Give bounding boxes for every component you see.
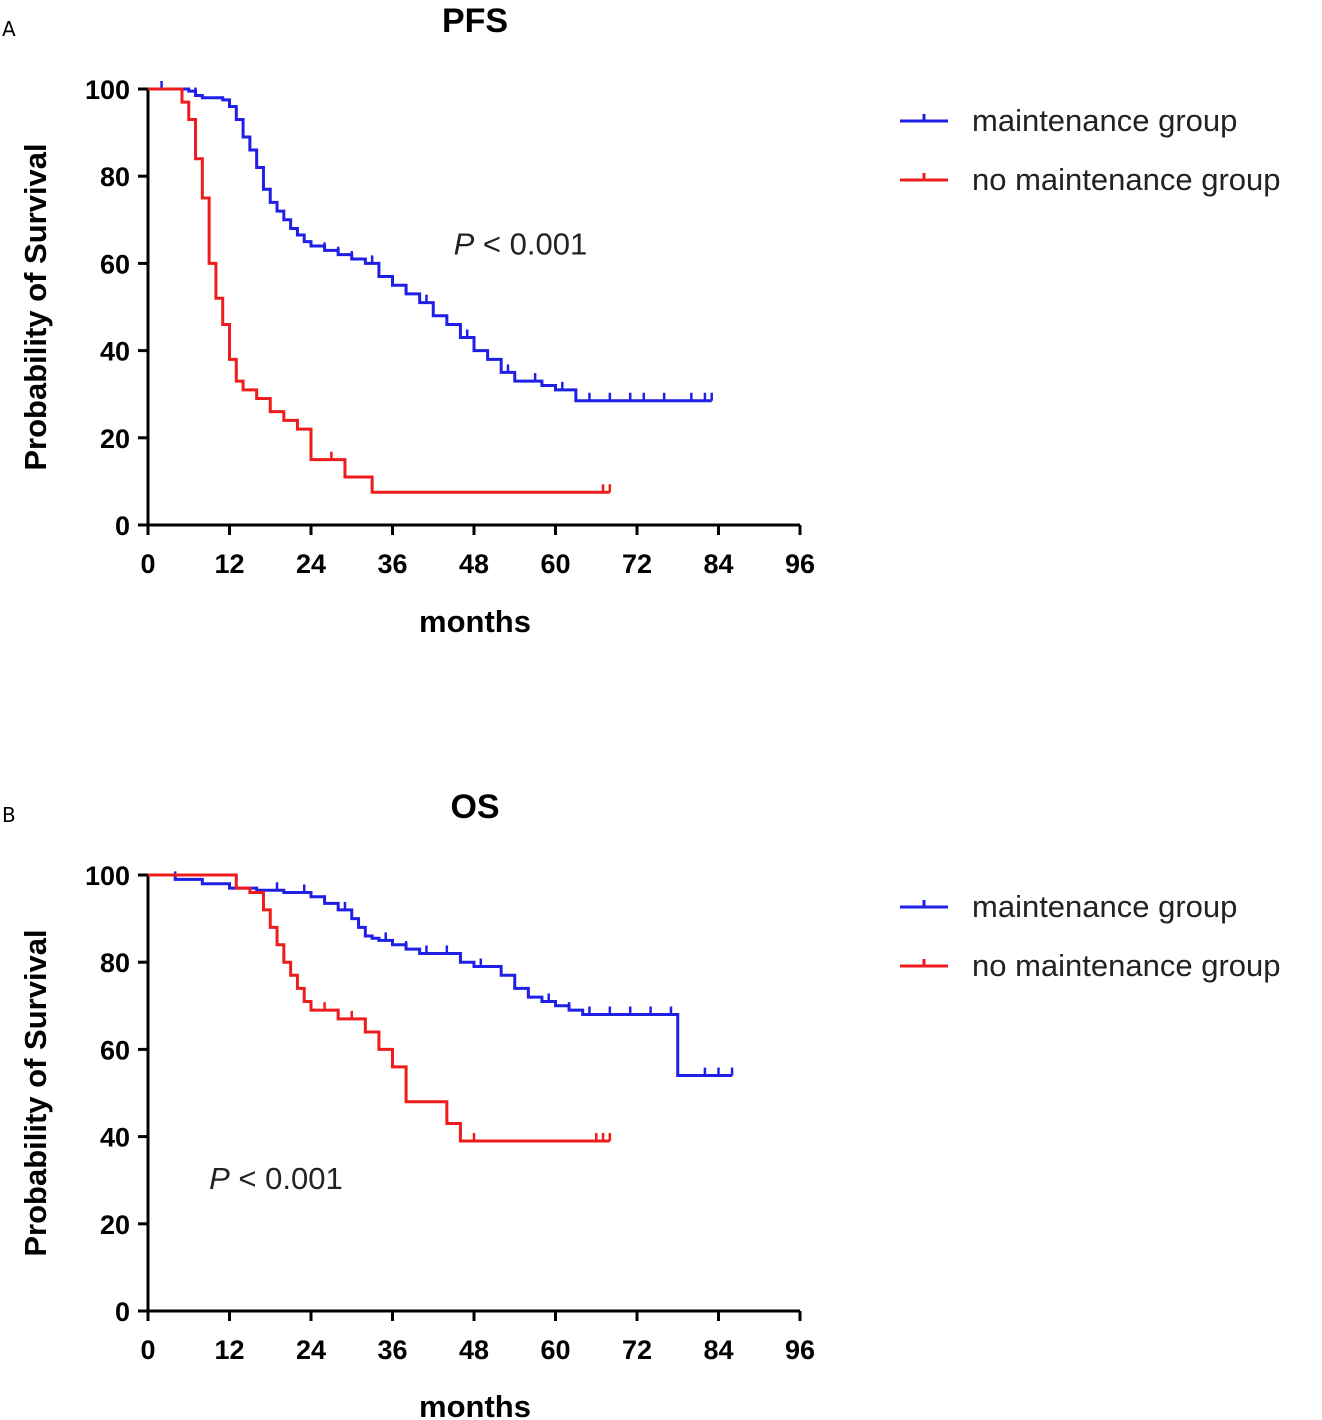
- y-tick-label: 20: [100, 1210, 130, 1240]
- p-value-annotation: P < 0.001: [209, 1161, 343, 1196]
- series-maintenance: [148, 871, 734, 1078]
- legend-label-no-maintenance: no maintenance group: [972, 948, 1281, 983]
- y-axis-label: Probability of Survival: [18, 143, 53, 470]
- x-tick-label: 36: [377, 1335, 407, 1365]
- y-tick-label: 0: [115, 1297, 130, 1327]
- x-tick-label: 84: [703, 549, 733, 579]
- x-tick-label: 72: [622, 549, 652, 579]
- x-tick-label: 60: [540, 1335, 570, 1365]
- x-tick-label: 0: [140, 549, 155, 579]
- p-value-symbol: P: [454, 227, 475, 262]
- legend-label-maintenance: maintenance group: [972, 103, 1237, 138]
- panel-letter: A: [2, 17, 16, 41]
- y-tick-label: 60: [100, 249, 130, 279]
- x-tick-label: 60: [540, 549, 570, 579]
- legend: maintenance group no maintenance group: [900, 889, 1281, 983]
- survival-curve: [148, 87, 610, 494]
- x-tick-label: 12: [214, 1335, 244, 1365]
- survival-curve: [148, 873, 610, 1143]
- panel-b: B OS 0 12 24 36 48 60 72 84 96 0 20 40 60 80 100 month…: [2, 788, 1281, 1420]
- y-tick-label: 100: [85, 861, 130, 891]
- x-tick-label: 96: [785, 1335, 815, 1365]
- legend-label-maintenance: maintenance group: [972, 889, 1237, 924]
- survival-curve: [148, 87, 712, 403]
- y-tick-label: 20: [100, 424, 130, 454]
- x-axis-label: months: [419, 604, 531, 639]
- axes: 0 12 24 36 48 60 72 84 96 0 20 40 60 80 100: [85, 75, 815, 579]
- legend: maintenance group no maintenance group: [900, 103, 1281, 197]
- x-axis-label: months: [419, 1389, 531, 1420]
- x-tick-label: 12: [214, 549, 244, 579]
- series-maintenance: [148, 81, 713, 403]
- x-tick-label: 96: [785, 549, 815, 579]
- chart-title: OS: [450, 788, 499, 826]
- x-tick-label: 24: [296, 549, 326, 579]
- p-value-text: < 0.001: [230, 1161, 343, 1196]
- series-no-maintenance: [148, 87, 612, 494]
- y-tick-label: 80: [100, 162, 130, 192]
- chart-title: PFS: [442, 2, 508, 40]
- series: [148, 871, 734, 1143]
- y-tick-label: 80: [100, 948, 130, 978]
- p-value-symbol: P: [209, 1161, 230, 1196]
- y-tick-label: 40: [100, 337, 130, 367]
- y-tick-label: 60: [100, 1035, 130, 1065]
- p-value-text: < 0.001: [474, 227, 587, 262]
- y-tick-label: 40: [100, 1123, 130, 1153]
- survival-curve: [148, 873, 733, 1078]
- x-tick-label: 84: [703, 1335, 733, 1365]
- series: [148, 81, 713, 494]
- legend-label-no-maintenance: no maintenance group: [972, 162, 1281, 197]
- y-tick-label: 0: [115, 511, 130, 541]
- y-axis-label: Probability of Survival: [18, 929, 53, 1256]
- x-tick-label: 0: [140, 1335, 155, 1365]
- y-tick-label: 100: [85, 75, 130, 105]
- axes: 0 12 24 36 48 60 72 84 96 0 20 40 60 80 100: [85, 861, 815, 1365]
- panel-letter: B: [2, 803, 16, 827]
- x-tick-label: 48: [459, 1335, 489, 1365]
- x-tick-label: 48: [459, 549, 489, 579]
- series-no-maintenance: [148, 873, 612, 1143]
- panel-a: A PFS 0 12 24 36 48 60 72 84 96 0 20 40 60 80 100 mont…: [2, 2, 1281, 639]
- x-tick-label: 72: [622, 1335, 652, 1365]
- x-tick-label: 24: [296, 1335, 326, 1365]
- x-tick-label: 36: [377, 549, 407, 579]
- p-value-annotation: P < 0.001: [454, 227, 588, 262]
